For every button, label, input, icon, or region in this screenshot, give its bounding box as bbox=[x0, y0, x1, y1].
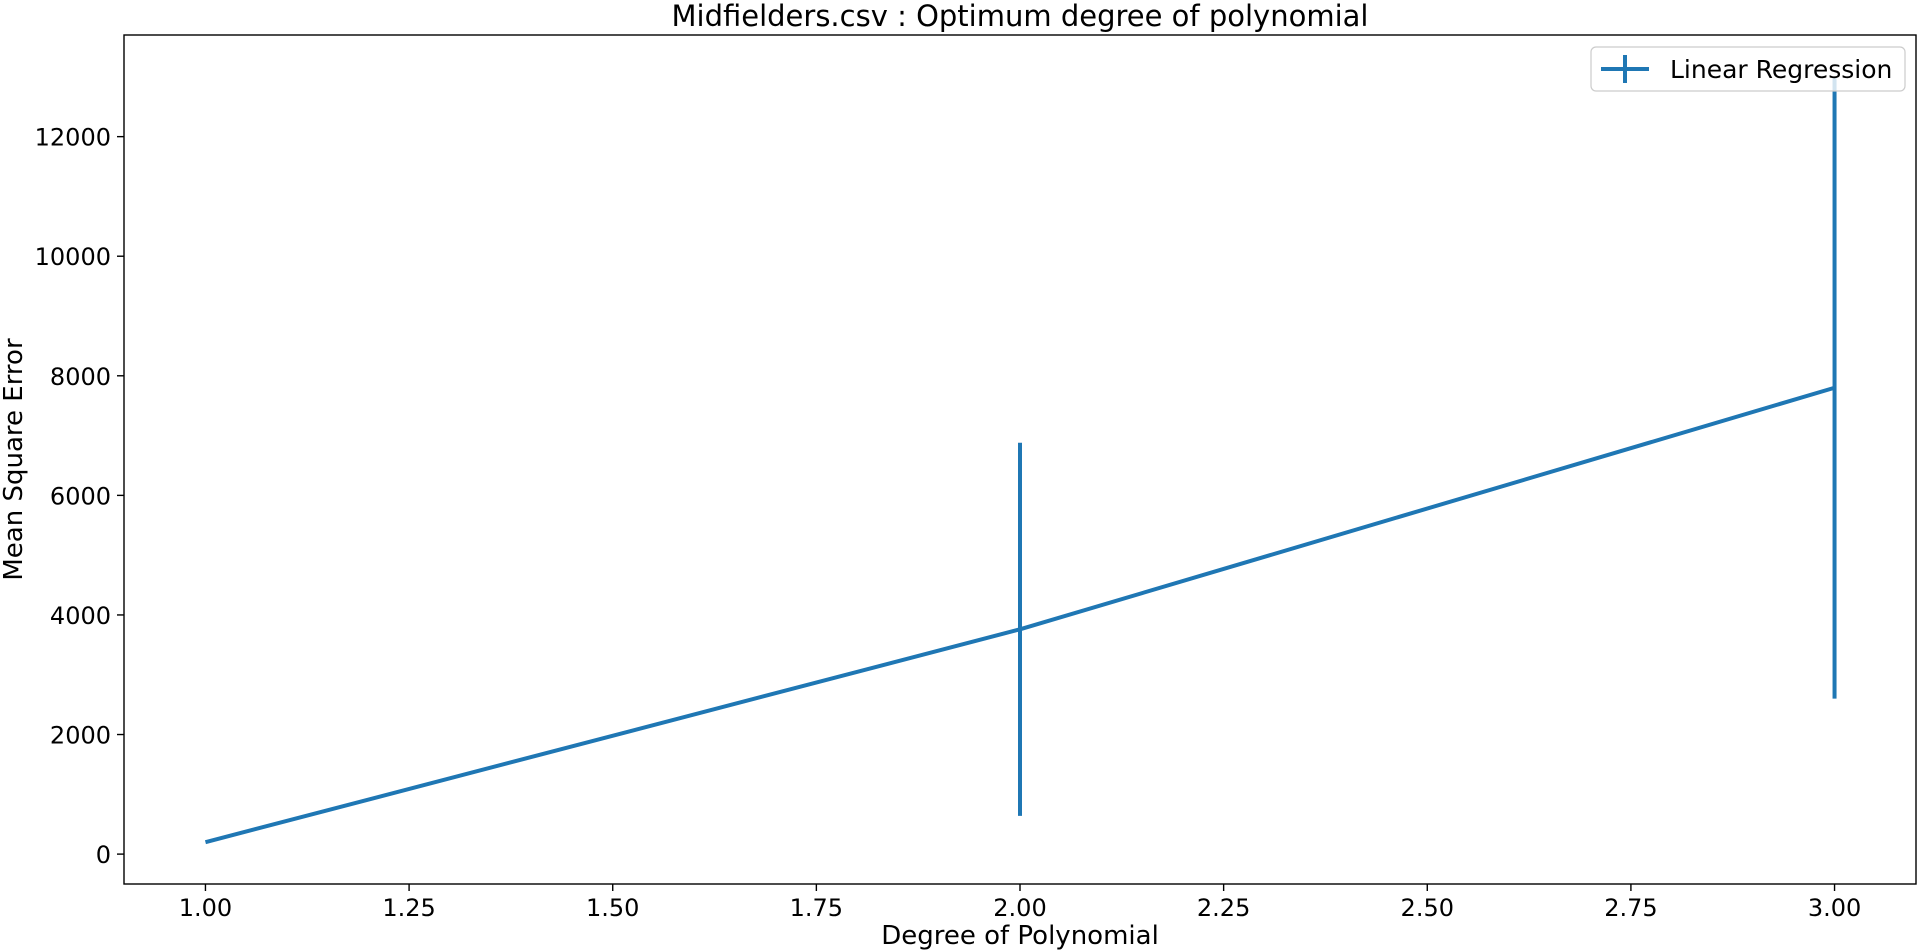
plot-frame bbox=[123, 34, 1917, 885]
x-axis-label: Degree of Polynomial bbox=[881, 921, 1159, 951]
y-tick-label: 8000 bbox=[50, 363, 111, 391]
y-axis-label: Mean Square Error bbox=[0, 338, 29, 581]
x-tick-label: 1.00 bbox=[179, 894, 232, 922]
x-tick-label: 2.25 bbox=[1197, 894, 1250, 922]
x-tick-label: 1.50 bbox=[586, 894, 639, 922]
y-tick-label: 2000 bbox=[50, 722, 111, 750]
x-tick-label: 1.25 bbox=[382, 894, 435, 922]
series-layer bbox=[204, 76, 1837, 845]
chart-title: Midfielders.csv : Optimum degree of poly… bbox=[672, 0, 1369, 33]
legend-box bbox=[1590, 46, 1906, 92]
y-axis-ticks: 0 2000 4000 6000 8000 10000 12000 bbox=[35, 124, 124, 869]
x-tick-label: 3.00 bbox=[1808, 894, 1861, 922]
y-tick-label: 12000 bbox=[35, 124, 111, 152]
x-axis-ticks: 1.00 1.25 1.50 1.75 2.00 2.25 2.50 2.75 3.00 bbox=[179, 884, 1861, 922]
y-tick-label: 0 bbox=[96, 841, 111, 869]
y-tick-label: 10000 bbox=[35, 243, 111, 271]
x-tick-label: 2.00 bbox=[993, 894, 1046, 922]
y-tick-label: 4000 bbox=[50, 602, 111, 630]
x-tick-label: 1.75 bbox=[790, 894, 843, 922]
legend: Linear Regression bbox=[1590, 46, 1906, 92]
legend-entry-label: Linear Regression bbox=[1670, 55, 1892, 84]
y-tick-label: 6000 bbox=[50, 482, 111, 510]
x-tick-label: 2.75 bbox=[1604, 894, 1657, 922]
x-tick-label: 2.50 bbox=[1401, 894, 1454, 922]
